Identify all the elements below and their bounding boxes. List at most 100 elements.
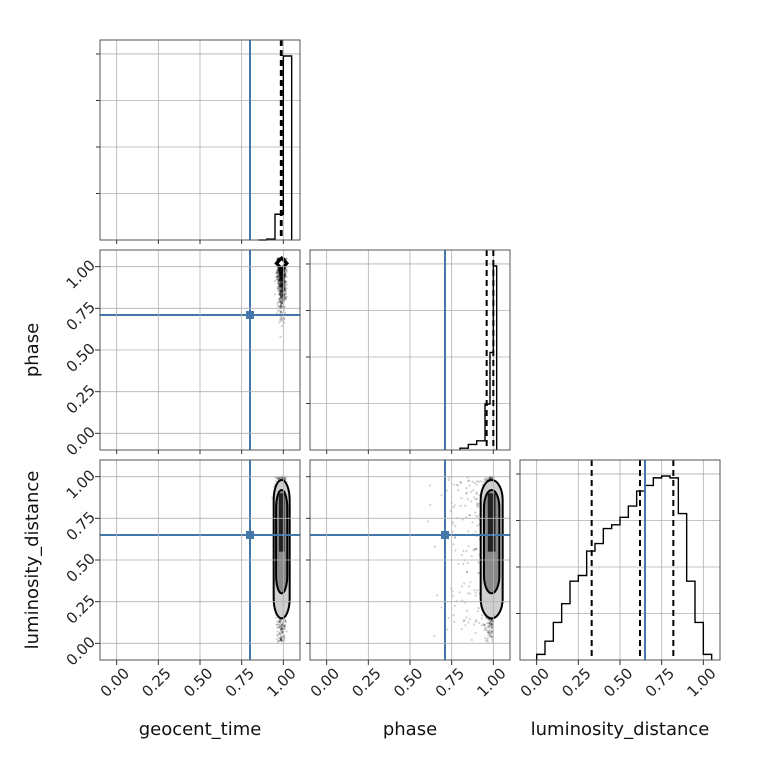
sample-point (273, 279, 277, 283)
sample-point (278, 285, 281, 288)
sample-point (280, 270, 283, 274)
sample-point (490, 622, 493, 625)
sample-point (279, 296, 282, 299)
sample-point (279, 638, 283, 641)
sample-point (491, 620, 494, 623)
sample-point (280, 274, 283, 277)
sample-point (473, 511, 477, 514)
sample-point (280, 283, 283, 286)
sample-point (280, 302, 284, 305)
sample-point (476, 502, 479, 505)
sample-point (285, 287, 288, 290)
sample-point (453, 604, 457, 607)
sample-point (279, 273, 282, 276)
sample-point (477, 561, 480, 564)
sample-point (276, 275, 279, 278)
sample-point (279, 271, 282, 274)
x-tick-label: 0.75 (432, 664, 468, 700)
sample-point (280, 286, 283, 289)
sample-point (280, 282, 283, 285)
sample-point (281, 628, 284, 631)
sample-point (280, 276, 283, 280)
sample-point (280, 627, 283, 631)
sample-point (279, 283, 282, 286)
sample-point (280, 277, 283, 280)
sample-point (278, 632, 281, 635)
sample-point (278, 273, 281, 277)
sample-point (280, 274, 284, 278)
sample-point (483, 624, 486, 627)
sample-point (280, 272, 283, 275)
sample-point (273, 293, 276, 296)
sample-point (280, 278, 284, 281)
sample-point (281, 631, 284, 635)
y-tick-label: 0.75 (63, 508, 99, 544)
sample-point (276, 634, 279, 637)
sample-point (470, 638, 474, 641)
sample-point (489, 630, 492, 633)
sample-point (280, 627, 283, 630)
sample-point (279, 284, 283, 288)
sample-point (279, 271, 282, 274)
sample-point (281, 283, 284, 286)
sample-point (280, 274, 284, 277)
sample-point (278, 278, 281, 281)
sample-point (279, 335, 282, 338)
sample-point (462, 549, 465, 553)
sample-point (276, 312, 279, 315)
sample-point (279, 295, 283, 298)
sample-point (465, 516, 468, 519)
sample-point (278, 619, 281, 622)
sample-point (274, 275, 278, 278)
sample-point (281, 275, 284, 278)
sample-point (471, 521, 474, 524)
sample-point (278, 278, 281, 282)
sample-point (487, 630, 491, 633)
sample-point (277, 273, 280, 276)
sample-point (276, 270, 279, 273)
sample-point (284, 297, 287, 300)
sample-point (285, 268, 288, 271)
sample-point (489, 627, 492, 630)
sample-point (280, 284, 284, 287)
sample-point (278, 268, 281, 272)
sample-point (284, 477, 287, 480)
sample-point (279, 272, 282, 275)
y-tick-label: 0.00 (63, 423, 99, 459)
sample-point (482, 480, 485, 483)
sample-point (283, 275, 286, 278)
sample-point (489, 625, 492, 628)
sample-point (279, 294, 282, 297)
sample-point (281, 623, 284, 627)
sample-point (283, 282, 286, 285)
x-tick-label: 0.50 (600, 664, 636, 700)
sample-point (278, 271, 281, 274)
sample-point (280, 627, 283, 630)
sample-point (280, 290, 283, 293)
sample-point (281, 628, 284, 631)
sample-point (285, 269, 288, 273)
sample-point (278, 293, 281, 296)
sample-point (280, 275, 283, 278)
sample-point (488, 624, 491, 627)
sample-point (464, 504, 467, 507)
sample-point (281, 289, 284, 293)
sample-point (276, 275, 279, 278)
sample-point (275, 623, 279, 626)
sample-point (278, 271, 281, 274)
sample-point (476, 504, 479, 507)
y-tick-label: 0.25 (63, 591, 99, 627)
sample-point (276, 275, 279, 279)
sample-point (278, 283, 281, 286)
sample-point (279, 270, 282, 273)
sample-point (280, 270, 283, 274)
sample-point (489, 635, 492, 638)
sample-point (486, 637, 489, 640)
sample-point (480, 624, 483, 627)
sample-point (278, 476, 281, 480)
sample-point (277, 287, 280, 290)
sample-point (281, 271, 284, 275)
y-tick-label: 1.00 (63, 466, 99, 502)
sample-point (280, 300, 283, 303)
sample-point (278, 271, 281, 274)
